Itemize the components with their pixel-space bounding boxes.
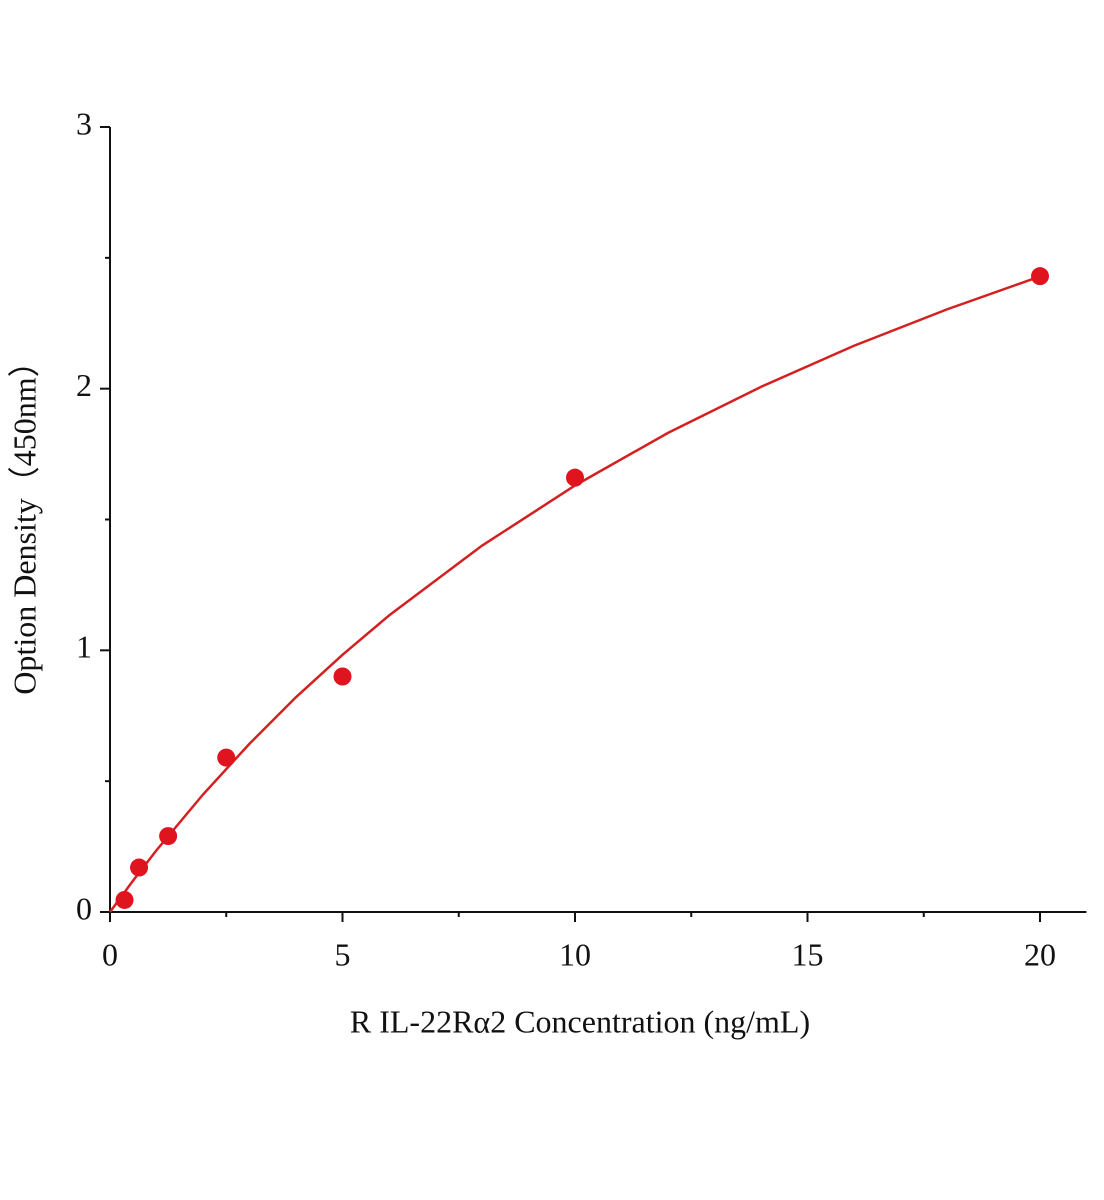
y-tick-label: 2: [76, 367, 92, 403]
fit-curve: [108, 275, 1041, 913]
y-axis-label: Option Density（450nm）: [6, 345, 42, 694]
data-point: [566, 468, 584, 487]
data-point: [115, 890, 134, 909]
x-tick-label: 20: [1024, 936, 1056, 972]
data-point: [159, 827, 178, 846]
x-tick-label: 10: [559, 936, 591, 972]
y-tick-label: 0: [76, 890, 92, 926]
data-point: [333, 667, 352, 686]
x-tick-label: 5: [335, 936, 351, 972]
y-tick-label: 1: [76, 629, 92, 665]
data-point: [217, 748, 236, 767]
y-tick-label: 3: [76, 105, 92, 141]
x-tick-label: 15: [792, 936, 824, 972]
x-tick-label: 0: [102, 936, 118, 972]
data-point: [130, 858, 149, 877]
data-point: [1031, 267, 1049, 286]
x-axis-label: R IL-22Rα2 Concentration (ng/mL): [350, 1003, 810, 1039]
